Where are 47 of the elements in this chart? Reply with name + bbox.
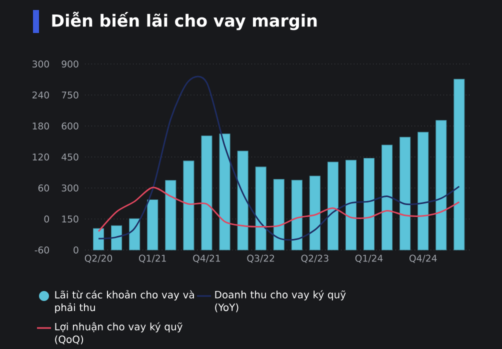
bar (418, 132, 429, 250)
bar (400, 136, 411, 250)
x-tick-label: Q4/21 (193, 254, 220, 263)
y2-tick-label: 150 (62, 215, 78, 223)
y-tick-label: 300 (32, 60, 49, 68)
x-tick-label: Q1/21 (138, 254, 166, 263)
line-series (98, 186, 460, 232)
bar (291, 180, 302, 250)
y-tick-label: -60 (34, 246, 49, 254)
legend-label: Lãi từ các khoản cho vay và phải thu (55, 290, 194, 314)
bar (219, 134, 230, 250)
bar (309, 176, 320, 250)
bar (454, 78, 465, 250)
y-tick-label: 120 (32, 153, 49, 161)
y2-tick-label: 0 (74, 246, 78, 254)
bar (93, 228, 104, 250)
bar (111, 225, 122, 250)
bar (147, 200, 158, 250)
bar (183, 160, 194, 250)
y2-tick-label: 450 (62, 153, 78, 161)
bar (129, 218, 140, 250)
legend-label: Doanh thu cho vay ký quỹ (YoY) (215, 290, 346, 312)
x-tick-label: Q4/24 (409, 254, 437, 263)
y-tick-label: 180 (32, 122, 49, 130)
legend-label: Lợi nhuận cho vay ký quỹ (QoQ) (55, 322, 182, 344)
bar (327, 162, 338, 250)
bar (382, 144, 393, 250)
x-tick-label: Q1/24 (355, 254, 383, 263)
y-tick-label: 60 (38, 184, 49, 192)
y2-tick-label: 300 (62, 184, 78, 192)
bar (273, 179, 284, 250)
chart-title: Diễn biến lãi cho vay margin (52, 12, 317, 30)
y2-tick-label: 900 (62, 60, 78, 68)
bar (201, 136, 212, 250)
y2-tick-label: 600 (62, 122, 78, 130)
bar (436, 120, 447, 250)
y-tick-label: 240 (32, 91, 49, 99)
y-tick-label: 0 (44, 215, 49, 223)
bar (237, 150, 248, 250)
y2-tick-label: 750 (62, 91, 78, 99)
bar (165, 180, 176, 250)
x-tick-label: Q3/22 (247, 254, 274, 263)
bar (345, 160, 357, 250)
x-tick-label: Q2/20 (84, 254, 112, 263)
x-tick-label: Q2/23 (301, 254, 328, 263)
bar (255, 166, 266, 250)
bar (364, 158, 375, 250)
